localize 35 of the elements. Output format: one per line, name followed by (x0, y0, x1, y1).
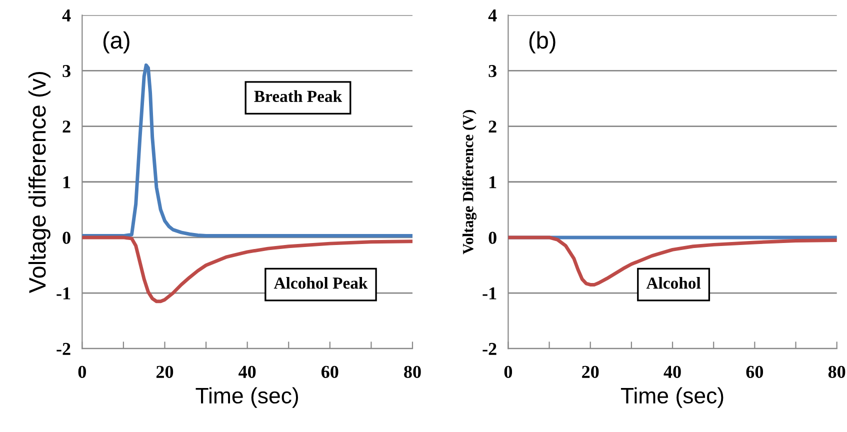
y-axis-title: Voltage difference (v) (28, 72, 50, 294)
y-tick-label: -1 (482, 287, 496, 300)
line-series (82, 236, 412, 304)
x-tick-label: 0 (78, 366, 86, 378)
x-tick-label: 20 (156, 366, 174, 378)
y-tick-label: 0 (488, 232, 496, 244)
annotation: Breath Peak (254, 90, 342, 102)
x-tick-label: 80 (828, 366, 846, 378)
x-tick-label: 40 (664, 366, 681, 378)
y-tick-label: 1 (490, 176, 496, 188)
x-tick-label: 20 (582, 366, 599, 378)
x-axis-title: Time (sec) (196, 387, 298, 408)
y-axis-title: Voltage Difference (V) (462, 110, 476, 254)
x-tick-label: 40 (238, 366, 256, 378)
y-tick-label: 1 (63, 176, 70, 188)
y-tick-label: 4 (488, 10, 497, 22)
y-tick-label: 2 (488, 120, 496, 133)
y-tick-label: 2 (62, 120, 70, 133)
line-series (82, 63, 412, 238)
x-axis-title: Time (sec) (620, 387, 724, 408)
x-tick-label: 60 (746, 366, 764, 378)
y-tick-label: 0 (62, 232, 70, 244)
x-tick-label: 60 (321, 366, 338, 378)
x-tick-label: 80 (404, 366, 421, 378)
annotation: (b) (529, 31, 556, 54)
y-tick-label: -2 (56, 342, 70, 355)
y-tick-label: -2 (482, 342, 496, 355)
annotation: (a) (103, 31, 130, 54)
annotation: Alcohol (646, 277, 701, 289)
y-tick-label: 4 (62, 10, 71, 22)
y-tick-label: 3 (488, 65, 496, 78)
annotation: Alcohol Peak (274, 277, 368, 289)
x-tick-label: 0 (504, 366, 512, 378)
y-tick-label: 3 (62, 65, 70, 78)
y-tick-label: -1 (56, 287, 70, 300)
